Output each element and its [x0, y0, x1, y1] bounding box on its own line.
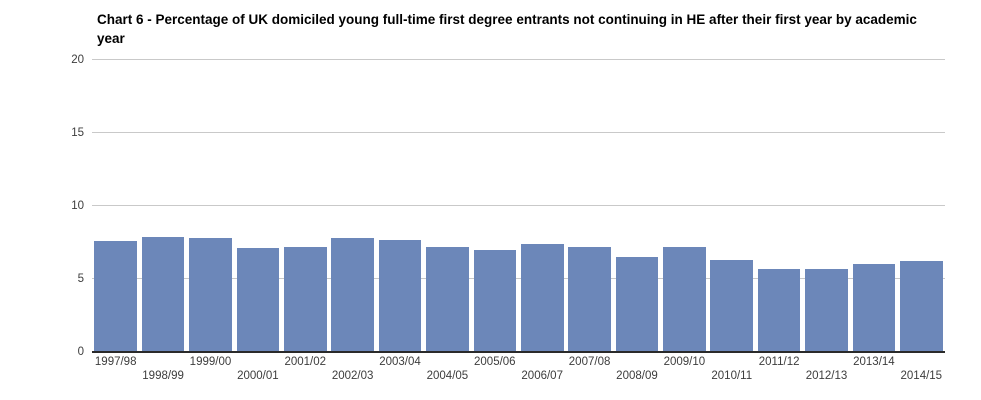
bar-2000/01: [236, 248, 280, 352]
x-axis-label-2002/03: 2002/03: [331, 370, 374, 382]
bar-slot-2011/12: [755, 60, 802, 352]
x-axis-label-1999/00: 1999/00: [189, 356, 232, 368]
x-axis-label-2013/14: 2013/14: [853, 356, 895, 368]
x-axis-label-2010/11: 2010/11: [711, 370, 753, 382]
bar-1998/99: [141, 236, 185, 352]
bar-slot-2000/01: [234, 60, 281, 352]
x-axis-label-2004/05: 2004/05: [426, 370, 469, 382]
bar-2008/09: [615, 257, 659, 352]
bar-slot-2012/13: [803, 60, 850, 352]
x-axis-labels: 1997/98 1998/99 1999/00 2000/01 2001/02 2002/…: [92, 353, 945, 393]
bar-2001/02: [283, 246, 327, 352]
x-axis-label-2000/01: 2000/01: [237, 370, 279, 382]
bar-1997/98: [94, 241, 138, 352]
y-axis-label-20: 20: [71, 54, 84, 66]
bar-2005/06: [473, 249, 517, 352]
x-axis-label-2011/12: 2011/12: [758, 356, 800, 368]
bar-2013/14: [852, 264, 896, 352]
x-axis-label-2007/08: 2007/08: [568, 356, 611, 368]
x-axis-label-2006/07: 2006/07: [521, 370, 563, 382]
y-axis-label-10: 10: [71, 200, 84, 212]
bar-slot-2008/09: [613, 60, 660, 352]
x-axis-label-1997/98: 1997/98: [94, 356, 137, 368]
gridline-y-10: [92, 205, 945, 206]
y-axis-label-15: 15: [71, 127, 84, 139]
gridline-y-15: [92, 132, 945, 133]
bar-slot-1997/98: [92, 60, 139, 352]
bar-slot-2013/14: [850, 60, 897, 352]
x-axis-label-2008/09: 2008/09: [616, 370, 658, 382]
chart-title: Chart 6 - Percentage of UK domiciled you…: [97, 12, 917, 46]
bar-2011/12: [757, 268, 801, 352]
bar-slot-1999/00: [187, 60, 234, 352]
bar-slot-1998/99: [139, 60, 186, 352]
y-axis-label-0: 0: [77, 346, 84, 358]
bar-slot-2002/03: [329, 60, 376, 352]
bar-2012/13: [805, 268, 848, 352]
bar-2014/15: [900, 261, 943, 352]
bar-2007/08: [568, 246, 611, 352]
bar-slot-2004/05: [424, 60, 471, 352]
x-axis-label-2009/10: 2009/10: [663, 356, 706, 368]
x-axis-label-2003/04: 2003/04: [379, 356, 421, 368]
bar-2002/03: [331, 238, 374, 352]
bar-slot-2007/08: [566, 60, 613, 352]
bar-slot-2006/07: [519, 60, 566, 352]
y-axis-label-5: 5: [77, 273, 84, 285]
x-axis-line: [92, 351, 945, 353]
bar-2009/10: [663, 246, 706, 352]
bar-slot-2005/06: [471, 60, 518, 352]
bar-2010/11: [710, 260, 754, 352]
gridline-y-5: [92, 278, 945, 279]
x-axis-label-2014/15: 2014/15: [900, 370, 943, 382]
bar-series: [92, 60, 945, 352]
x-axis-label-2001/02: 2001/02: [284, 356, 327, 368]
x-axis-label-1998/99: 1998/99: [142, 370, 184, 382]
bar-2003/04: [378, 239, 422, 352]
bar-slot-2003/04: [376, 60, 423, 352]
bar-slot-2001/02: [282, 60, 329, 352]
bar-2006/07: [520, 243, 564, 352]
bar-2004/05: [426, 246, 469, 352]
bar-slot-2010/11: [708, 60, 755, 352]
x-axis-label-2005/06: 2005/06: [474, 356, 516, 368]
bar-slot-2014/15: [898, 60, 945, 352]
x-axis-label-2012/13: 2012/13: [805, 370, 848, 382]
plot-area: [92, 59, 945, 352]
bar-slot-2009/10: [661, 60, 708, 352]
bar-1999/00: [189, 238, 232, 352]
gridline-y-20: [92, 59, 945, 60]
